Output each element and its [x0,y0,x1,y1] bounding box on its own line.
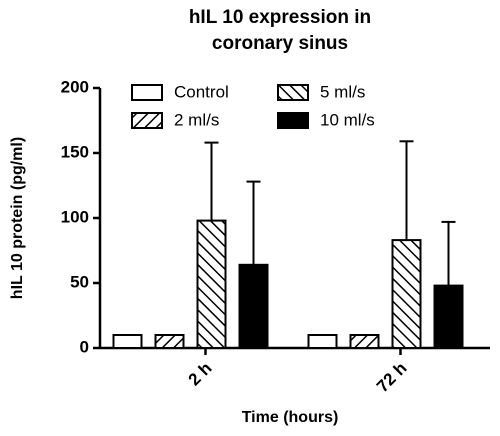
bar [238,263,269,349]
legend-label: 2 ml/s [174,110,219,129]
bar [391,239,422,350]
legend-swatch [277,84,309,101]
legend-swatch [277,112,309,129]
y-tick-label: 50 [70,272,89,291]
x-axis-label: Time (hours) [242,409,339,426]
legend-label: 10 ml/s [320,110,375,129]
y-tick-label: 100 [61,207,89,226]
legend-swatch [131,112,163,129]
x-tick-label: 2 h [185,359,216,390]
bar [112,334,143,349]
legend-label: Control [174,82,229,101]
legend-label: 5 ml/s [320,82,365,101]
chart-title: coronary sinus [212,33,348,54]
y-tick-label: 200 [61,77,89,96]
x-tick-label: 72 h [373,359,410,396]
chart-title: hIL 10 expression in [189,7,371,28]
y-tick-label: 150 [61,142,89,161]
bar [433,284,464,350]
bar [307,334,338,349]
bar [154,334,185,349]
y-tick-label: 0 [80,337,89,356]
bar [349,334,380,349]
legend-swatch [131,84,163,101]
y-axis-label: hIL 10 protein (pg/ml) [9,137,26,299]
bar [196,219,227,350]
